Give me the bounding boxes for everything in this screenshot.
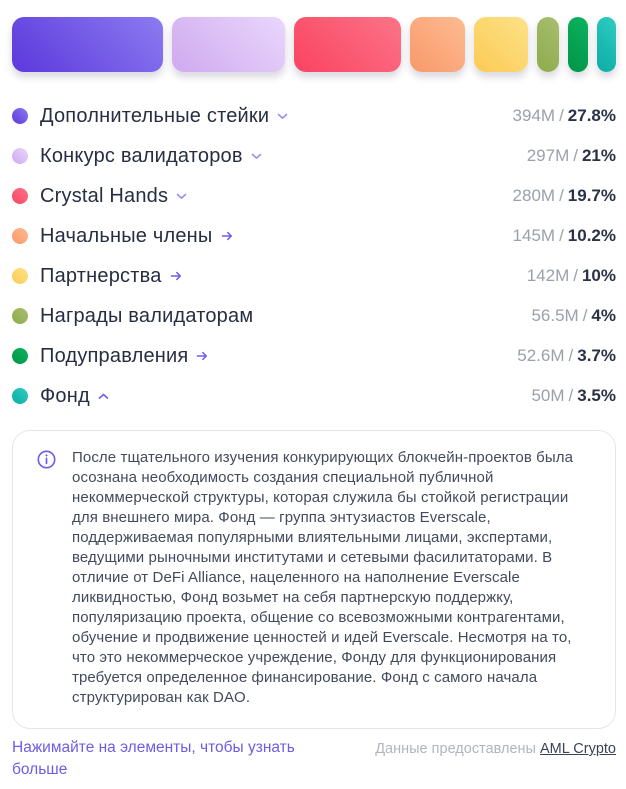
- bar-segment-initial-members[interactable]: [409, 17, 466, 72]
- amount: 52.6M: [517, 346, 565, 365]
- percent: 10%: [581, 266, 616, 285]
- arrow-right-icon: [170, 271, 182, 281]
- amount: 394M: [512, 106, 556, 125]
- bar-segment-crystal-hands[interactable]: [294, 17, 401, 72]
- amount: 280M: [512, 186, 556, 205]
- legend-dot: [12, 388, 28, 404]
- amount: 145M: [512, 226, 556, 245]
- amount: 50M: [531, 386, 565, 405]
- separator: /: [559, 186, 564, 205]
- percent: 19.7%: [567, 186, 616, 205]
- percent: 3.7%: [577, 346, 616, 365]
- aml-crypto-link[interactable]: AML Crypto: [539, 741, 616, 757]
- legend-dot: [12, 108, 28, 124]
- legend-list: Дополнительные стейки 394M/27.8% Конкурс…: [12, 96, 616, 416]
- token-distribution-panel: Дополнительные стейки 394M/27.8% Конкурс…: [12, 17, 616, 729]
- bar-segment-subgovernance[interactable]: [568, 17, 589, 72]
- legend-row-crystal-hands[interactable]: Crystal Hands 280M/19.7%: [12, 176, 616, 216]
- percent: 10.2%: [567, 226, 616, 245]
- legend-row-validator-rewards[interactable]: Награды валидаторам 56.5M/4%: [12, 296, 616, 336]
- info-card: После тщательного изучения конкурирующих…: [12, 430, 616, 729]
- legend-value: 297M/21%: [527, 146, 616, 166]
- separator: /: [573, 266, 578, 285]
- legend-label: Конкурс валидаторов: [40, 144, 243, 167]
- chevron-up-icon: [98, 393, 109, 400]
- arrow-right-icon: [196, 351, 208, 361]
- info-card-text: После тщательного изучения конкурирующих…: [72, 449, 574, 706]
- amount: 297M: [526, 146, 570, 165]
- amount: 142M: [526, 266, 570, 285]
- amount: 56.5M: [531, 306, 579, 325]
- legend-dot: [12, 308, 28, 324]
- arrow-right-icon: [221, 231, 233, 241]
- legend-dot: [12, 228, 28, 244]
- separator: /: [573, 146, 578, 165]
- data-credit: Данные предоставлены AML Crypto: [375, 741, 616, 757]
- legend-label: Фонд: [40, 384, 90, 407]
- bar-segment-validator-rewards[interactable]: [537, 17, 559, 72]
- legend-value: 50M/3.5%: [531, 386, 616, 406]
- distribution-bar: [12, 17, 616, 72]
- legend-row-initial-members[interactable]: Начальные члены 145M/10.2%: [12, 216, 616, 256]
- chevron-down-icon: [277, 113, 288, 120]
- legend-label: Подуправления: [40, 344, 189, 367]
- legend-label: Партнерства: [40, 264, 162, 287]
- interaction-hint: Нажимайте на элементы, чтобы узнать боль…: [12, 739, 295, 778]
- legend-label: Crystal Hands: [40, 184, 169, 207]
- percent: 27.8%: [567, 106, 616, 125]
- percent: 21%: [581, 146, 616, 165]
- chevron-down-icon: [251, 153, 262, 160]
- legend-value: 142M/10%: [527, 266, 616, 286]
- bar-segment-additional-stakes[interactable]: [12, 17, 163, 72]
- bar-segment-foundation[interactable]: [597, 17, 616, 72]
- footer: Нажимайте на элементы, чтобы узнать боль…: [12, 737, 616, 781]
- legend-dot: [12, 148, 28, 164]
- chevron-down-icon: [176, 193, 187, 200]
- legend-label: Начальные члены: [40, 224, 213, 247]
- legend-row-validator-contest[interactable]: Конкурс валидаторов 297M/21%: [12, 136, 616, 176]
- legend-row-partnerships[interactable]: Партнерства 142M/10%: [12, 256, 616, 296]
- percent: 4%: [591, 306, 616, 325]
- legend-value: 56.5M/4%: [531, 306, 616, 326]
- legend-row-additional-stakes[interactable]: Дополнительные стейки 394M/27.8%: [12, 96, 616, 136]
- legend-dot: [12, 188, 28, 204]
- legend-row-subgovernance[interactable]: Подуправления 52.6M/3.7%: [12, 336, 616, 376]
- credit-prefix: Данные предоставлены: [375, 741, 536, 757]
- legend-value: 280M/19.7%: [513, 186, 616, 206]
- separator: /: [568, 346, 574, 365]
- legend-value: 394M/27.8%: [513, 106, 616, 126]
- legend-row-foundation[interactable]: Фонд 50M/3.5%: [12, 376, 616, 416]
- separator: /: [559, 226, 564, 245]
- legend-label: Дополнительные стейки: [40, 104, 270, 127]
- bar-segment-partnerships[interactable]: [474, 17, 529, 72]
- separator: /: [568, 386, 574, 405]
- legend-label: Награды валидаторам: [40, 304, 254, 327]
- legend-value: 52.6M/3.7%: [517, 346, 616, 366]
- percent: 3.5%: [577, 386, 616, 405]
- info-circle-icon: [37, 450, 56, 474]
- bar-segment-validator-contest[interactable]: [171, 17, 286, 72]
- legend-value: 145M/10.2%: [513, 226, 616, 246]
- legend-dot: [12, 268, 28, 284]
- separator: /: [559, 106, 564, 125]
- separator: /: [582, 306, 588, 325]
- legend-dot: [12, 348, 28, 364]
